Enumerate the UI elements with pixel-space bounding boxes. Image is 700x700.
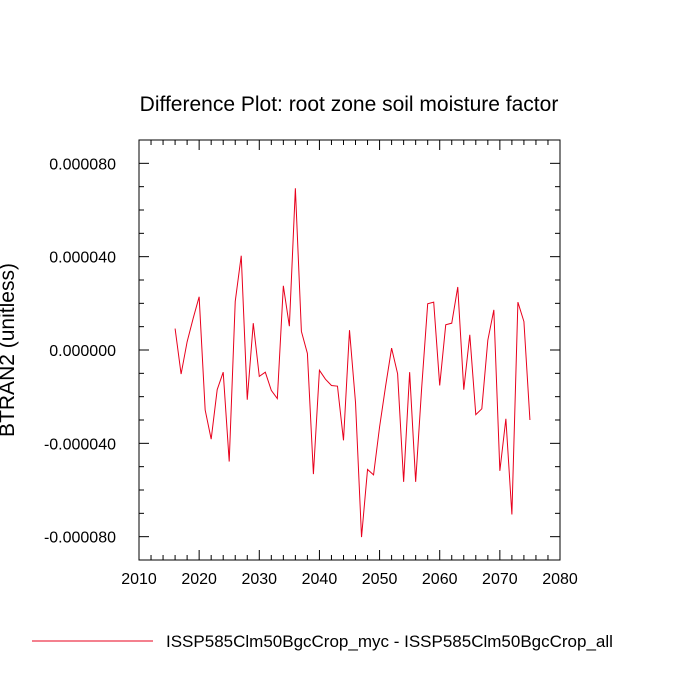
x-tick-label: 2060 (422, 571, 458, 588)
y-tick-label: 0.000000 (49, 343, 116, 360)
y-axis-ticks: -0.000080 -0.000040 0.000000 0.000040 0.0000… (44, 156, 560, 547)
x-tick-label: 2010 (121, 571, 157, 588)
y-axis-label: BTRAN2 (unitless) (0, 263, 19, 437)
x-axis-ticks: 2010 2020 2030 2040 2050 2060 2070 2080 (121, 140, 578, 588)
y-tick-label: -0.000040 (44, 436, 116, 453)
x-tick-label: 2040 (302, 571, 338, 588)
chart-title: Difference Plot: root zone soil moisture… (140, 93, 559, 116)
x-tick-label: 2050 (362, 571, 398, 588)
x-tick-label: 2030 (241, 571, 277, 588)
y-tick-label: 0.000040 (49, 250, 116, 267)
x-tick-label: 2020 (181, 571, 217, 588)
y-tick-label: 0.000080 (49, 156, 116, 173)
legend-label: ISSP585Clm50BgcCrop_myc - ISSP585Clm50Bg… (166, 632, 613, 651)
series-layer (174, 188, 531, 538)
x-tick-label: 2080 (542, 571, 578, 588)
series-line (174, 188, 531, 538)
legend: ISSP585Clm50BgcCrop_myc - ISSP585Clm50Bg… (32, 632, 613, 651)
x-tick-label: 2070 (482, 571, 518, 588)
y-tick-label: -0.000080 (44, 530, 116, 547)
